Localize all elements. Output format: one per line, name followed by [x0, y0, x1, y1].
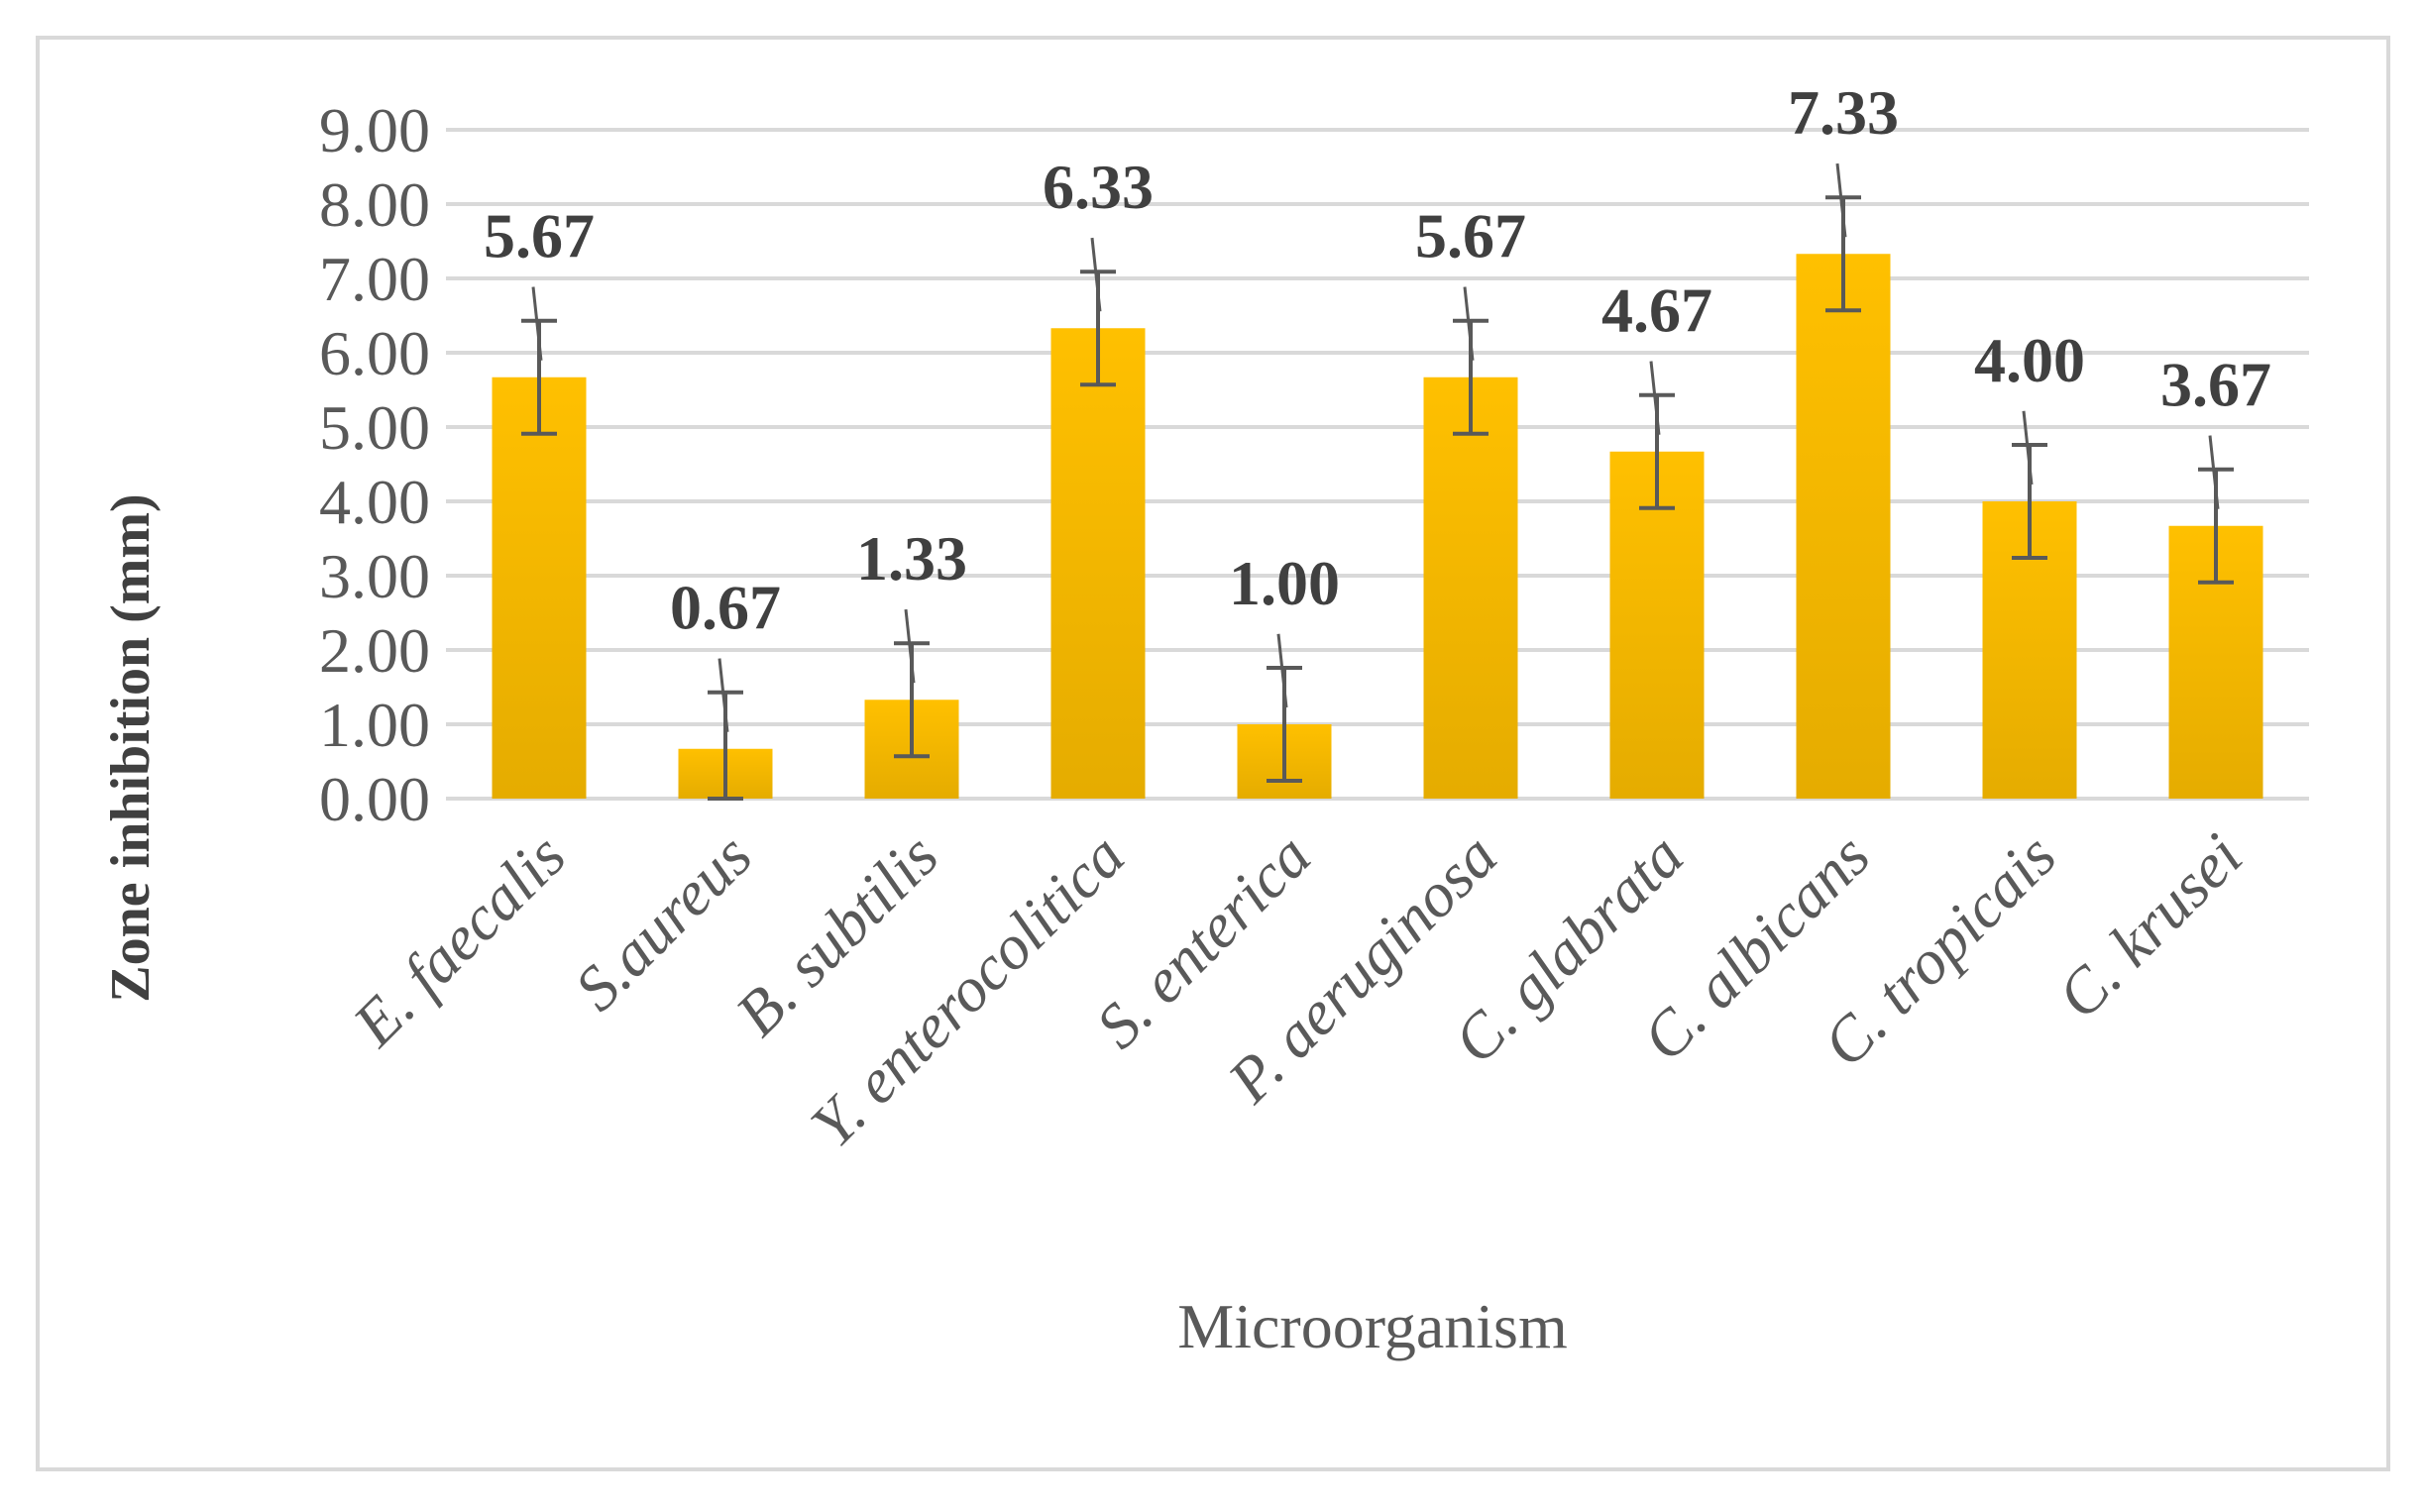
label-leader-1	[717, 658, 729, 732]
data-label-5: 5.67	[1415, 201, 1526, 271]
data-label-6: 4.67	[1601, 275, 1712, 346]
data-label-9: 3.67	[2160, 350, 2271, 420]
label-leader-9	[2208, 435, 2220, 509]
label-leader-6	[1649, 361, 1661, 435]
y-tick-label: 3.00	[319, 541, 430, 611]
data-label-3: 6.33	[1043, 152, 1154, 222]
y-tick-label: 7.00	[319, 244, 430, 314]
y-tick-label: 4.00	[319, 467, 430, 537]
data-label-0: 5.67	[484, 201, 595, 271]
label-leader-0	[531, 286, 543, 361]
x-axis-title: Microorganism	[1177, 1291, 1567, 1361]
bar-3	[1050, 328, 1146, 799]
bar-0	[492, 377, 587, 799]
y-axis-title: Zone inhibition (mm)	[100, 493, 162, 1002]
label-leader-4	[1276, 633, 1288, 708]
label-leader-3	[1090, 237, 1102, 312]
data-label-8: 4.00	[1974, 325, 2085, 395]
y-tick-label: 2.00	[319, 615, 430, 686]
data-label-1: 0.67	[670, 573, 781, 643]
y-tick-label: 6.00	[319, 318, 430, 388]
y-tick-label: 9.00	[319, 95, 430, 165]
y-tick-label: 0.00	[319, 764, 430, 834]
y-tick-label: 5.00	[319, 392, 430, 463]
label-leader-5	[1463, 286, 1475, 361]
bar-5	[1423, 377, 1518, 799]
label-leader-2	[904, 608, 916, 684]
bar-7	[1796, 254, 1891, 799]
data-label-4: 1.00	[1229, 548, 1340, 618]
data-label-7: 7.33	[1788, 77, 1899, 148]
label-leader-7	[1835, 162, 1847, 238]
y-tick-label: 8.00	[319, 169, 430, 240]
label-leader-8	[2022, 410, 2034, 486]
y-tick-label: 1.00	[319, 690, 430, 760]
data-label-2: 1.33	[856, 523, 967, 594]
